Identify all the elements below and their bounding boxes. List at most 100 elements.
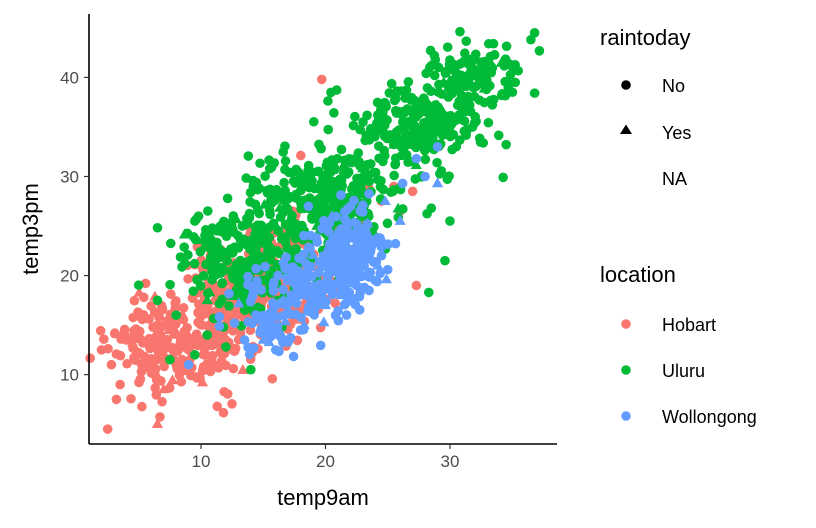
data-point-uluru <box>313 209 323 220</box>
data-point-wollongong <box>355 260 365 271</box>
legend-hobart-swatch <box>621 319 631 329</box>
data-point-wollongong <box>341 310 352 320</box>
data-point-uluru <box>190 234 201 245</box>
data-point-hobart <box>157 396 167 407</box>
data-point-hobart <box>196 304 207 314</box>
data-point-hobart <box>169 319 180 329</box>
data-point-uluru <box>473 72 484 83</box>
data-point-uluru <box>451 84 462 95</box>
data-point-hobart <box>267 373 278 384</box>
data-point-uluru <box>227 224 238 234</box>
data-point-hobart <box>102 424 113 434</box>
data-point-uluru <box>529 88 540 98</box>
data-point-uluru <box>388 138 400 149</box>
data-point-wollongong <box>269 299 279 310</box>
data-point-uluru <box>411 100 422 111</box>
data-point-hobart <box>212 401 223 412</box>
data-point-wollongong <box>334 252 345 262</box>
legend-entry-uluru: Uluru <box>662 361 705 381</box>
legend-location: location Hobart Uluru Wollongong <box>600 262 757 427</box>
data-point-wollongong <box>303 242 314 253</box>
data-point-uluru <box>252 184 263 195</box>
data-point-uluru <box>442 174 453 185</box>
data-point-uluru <box>265 184 275 195</box>
data-point-uluru <box>319 185 332 196</box>
data-point-uluru <box>265 209 275 220</box>
data-point-hobart <box>172 346 183 356</box>
data-point-uluru <box>347 157 357 168</box>
data-point-uluru <box>265 255 276 265</box>
data-point-wollongong <box>364 285 374 296</box>
data-point-uluru <box>220 264 232 275</box>
data-point-uluru <box>372 97 383 108</box>
data-point-wollongong <box>370 275 381 286</box>
data-point-hobart <box>96 345 107 355</box>
data-point-uluru <box>493 130 504 141</box>
data-point-wollongong <box>420 171 430 182</box>
data-point-uluru <box>290 178 300 188</box>
data-point-wollongong <box>411 153 422 164</box>
data-point-wollongong <box>183 359 194 370</box>
data-point-uluru <box>217 227 228 237</box>
data-point-wollongong <box>354 291 365 302</box>
data-point-hobart <box>154 312 164 322</box>
data-point-uluru <box>475 137 486 147</box>
data-point-hobart <box>128 312 138 323</box>
data-point-uluru <box>323 96 333 106</box>
legend-raintoday-title: raintoday <box>600 25 691 50</box>
data-point-uluru <box>314 139 324 150</box>
data-point-hobart <box>237 364 249 374</box>
data-point-uluru <box>437 125 448 136</box>
data-point-uluru <box>353 148 364 158</box>
data-point-uluru <box>403 77 414 87</box>
data-point-uluru <box>470 111 480 122</box>
data-point-wollongong <box>332 231 343 241</box>
data-point-wollongong <box>330 310 341 321</box>
x-tick-label: 20 <box>316 452 335 471</box>
data-point-wollongong <box>361 217 374 228</box>
data-point-wollongong <box>262 328 273 339</box>
data-point-wollongong <box>300 272 310 283</box>
data-point-uluru <box>250 199 261 210</box>
data-point-uluru <box>403 117 414 127</box>
x-ticks: 10 20 30 <box>192 444 459 471</box>
data-point-uluru <box>330 164 341 174</box>
data-point-hobart <box>295 150 306 161</box>
data-point-uluru <box>250 229 260 239</box>
data-point-uluru <box>397 204 408 214</box>
data-point-wollongong <box>278 284 288 295</box>
data-point-uluru <box>255 158 265 169</box>
data-point-wollongong <box>298 280 310 291</box>
data-point-uluru <box>425 120 437 131</box>
data-point-wollongong <box>315 340 326 351</box>
legend-wollongong-swatch <box>621 411 631 421</box>
data-point-wollongong <box>342 204 353 214</box>
data-point-wollongong <box>364 254 375 264</box>
data-point-uluru <box>410 126 420 137</box>
legend-triangle-icon <box>620 124 632 134</box>
data-point-uluru <box>432 157 442 168</box>
data-point-uluru <box>388 185 399 195</box>
data-point-wollongong <box>335 289 347 300</box>
data-point-hobart <box>137 401 147 412</box>
data-point-hobart <box>178 302 189 313</box>
data-point-uluru <box>318 172 328 183</box>
data-point-uluru <box>435 168 445 179</box>
data-point-uluru <box>428 134 438 145</box>
data-point-uluru <box>382 218 393 229</box>
data-point-hobart <box>179 335 190 345</box>
data-point-hobart <box>229 346 240 357</box>
data-point-wollongong <box>318 316 330 327</box>
data-point-wollongong <box>349 218 359 228</box>
data-point-uluru <box>399 106 409 117</box>
data-point-wollongong <box>431 177 444 188</box>
data-point-uluru <box>425 62 435 73</box>
data-point-uluru <box>379 150 390 161</box>
data-point-wollongong <box>239 335 250 345</box>
data-point-uluru <box>444 74 456 85</box>
y-tick-label: 40 <box>60 68 79 87</box>
data-point-uluru <box>501 41 512 52</box>
data-point-uluru <box>243 151 254 161</box>
data-point-wollongong <box>307 249 319 259</box>
data-point-uluru <box>236 238 246 249</box>
